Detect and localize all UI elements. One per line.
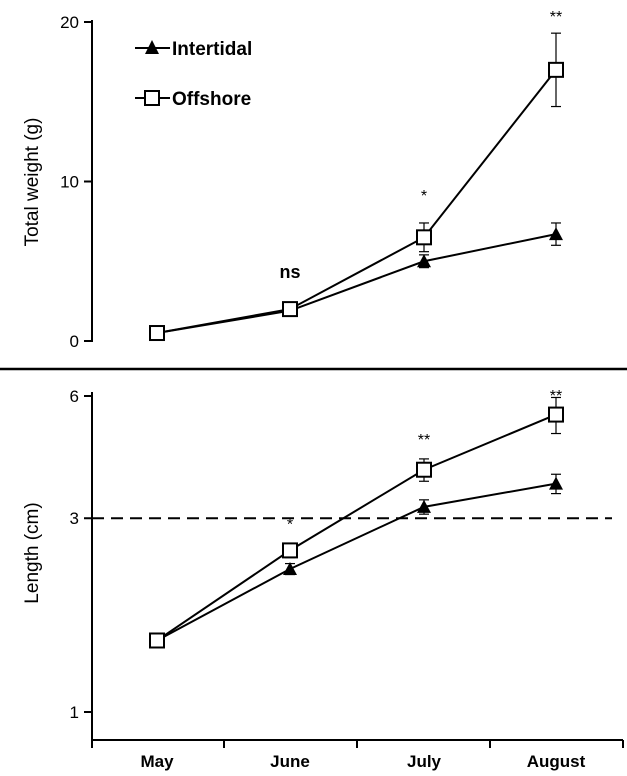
y-tick-label: 6: [70, 387, 79, 406]
weight-point-offshore: [282, 301, 298, 318]
weight-point-intertidal: [549, 227, 563, 241]
top-y-axis-title: Total weight (g): [22, 118, 43, 247]
significance-label: ns: [279, 262, 300, 282]
length-point-intertidal: [283, 561, 297, 575]
x-tick-label: May: [140, 752, 174, 771]
weight-point-offshore: [548, 61, 564, 78]
legend-label-offshore: Offshore: [172, 89, 251, 110]
y-tick-label: 10: [60, 173, 79, 192]
legend-marker: [144, 90, 160, 106]
weight-point-offshore: [149, 325, 165, 342]
weight-point-intertidal: [417, 254, 431, 268]
significance-label: **: [550, 388, 562, 405]
length-point-offshore: [282, 542, 298, 559]
legend-marker: [145, 40, 159, 54]
length-point-offshore: [416, 461, 432, 478]
bottom-y-axis-title: Length (cm): [22, 502, 43, 603]
significance-label: **: [550, 9, 562, 26]
x-tick-label: June: [270, 752, 310, 771]
length-point-intertidal: [417, 499, 431, 513]
y-tick-label: 20: [60, 13, 79, 32]
length-line-offshore: [156, 413, 557, 642]
length-point-offshore: [548, 406, 564, 423]
weight-line-offshore: [156, 69, 557, 335]
y-tick-label: 3: [70, 509, 79, 528]
length-line-intertidal: [156, 482, 557, 642]
length-point-offshore: [149, 632, 165, 649]
y-tick-label: 0: [70, 332, 79, 351]
x-tick-label: August: [527, 752, 586, 771]
legend-label-intertidal: Intertidal: [172, 39, 252, 60]
significance-label: *: [421, 188, 427, 205]
x-tick-label: July: [407, 752, 442, 771]
y-tick-label: 1: [70, 703, 79, 722]
weight-line-intertidal: [156, 233, 557, 335]
weight-point-offshore: [416, 229, 432, 246]
length-point-intertidal: [549, 476, 563, 490]
significance-label: **: [418, 432, 430, 449]
significance-label: *: [287, 516, 293, 533]
